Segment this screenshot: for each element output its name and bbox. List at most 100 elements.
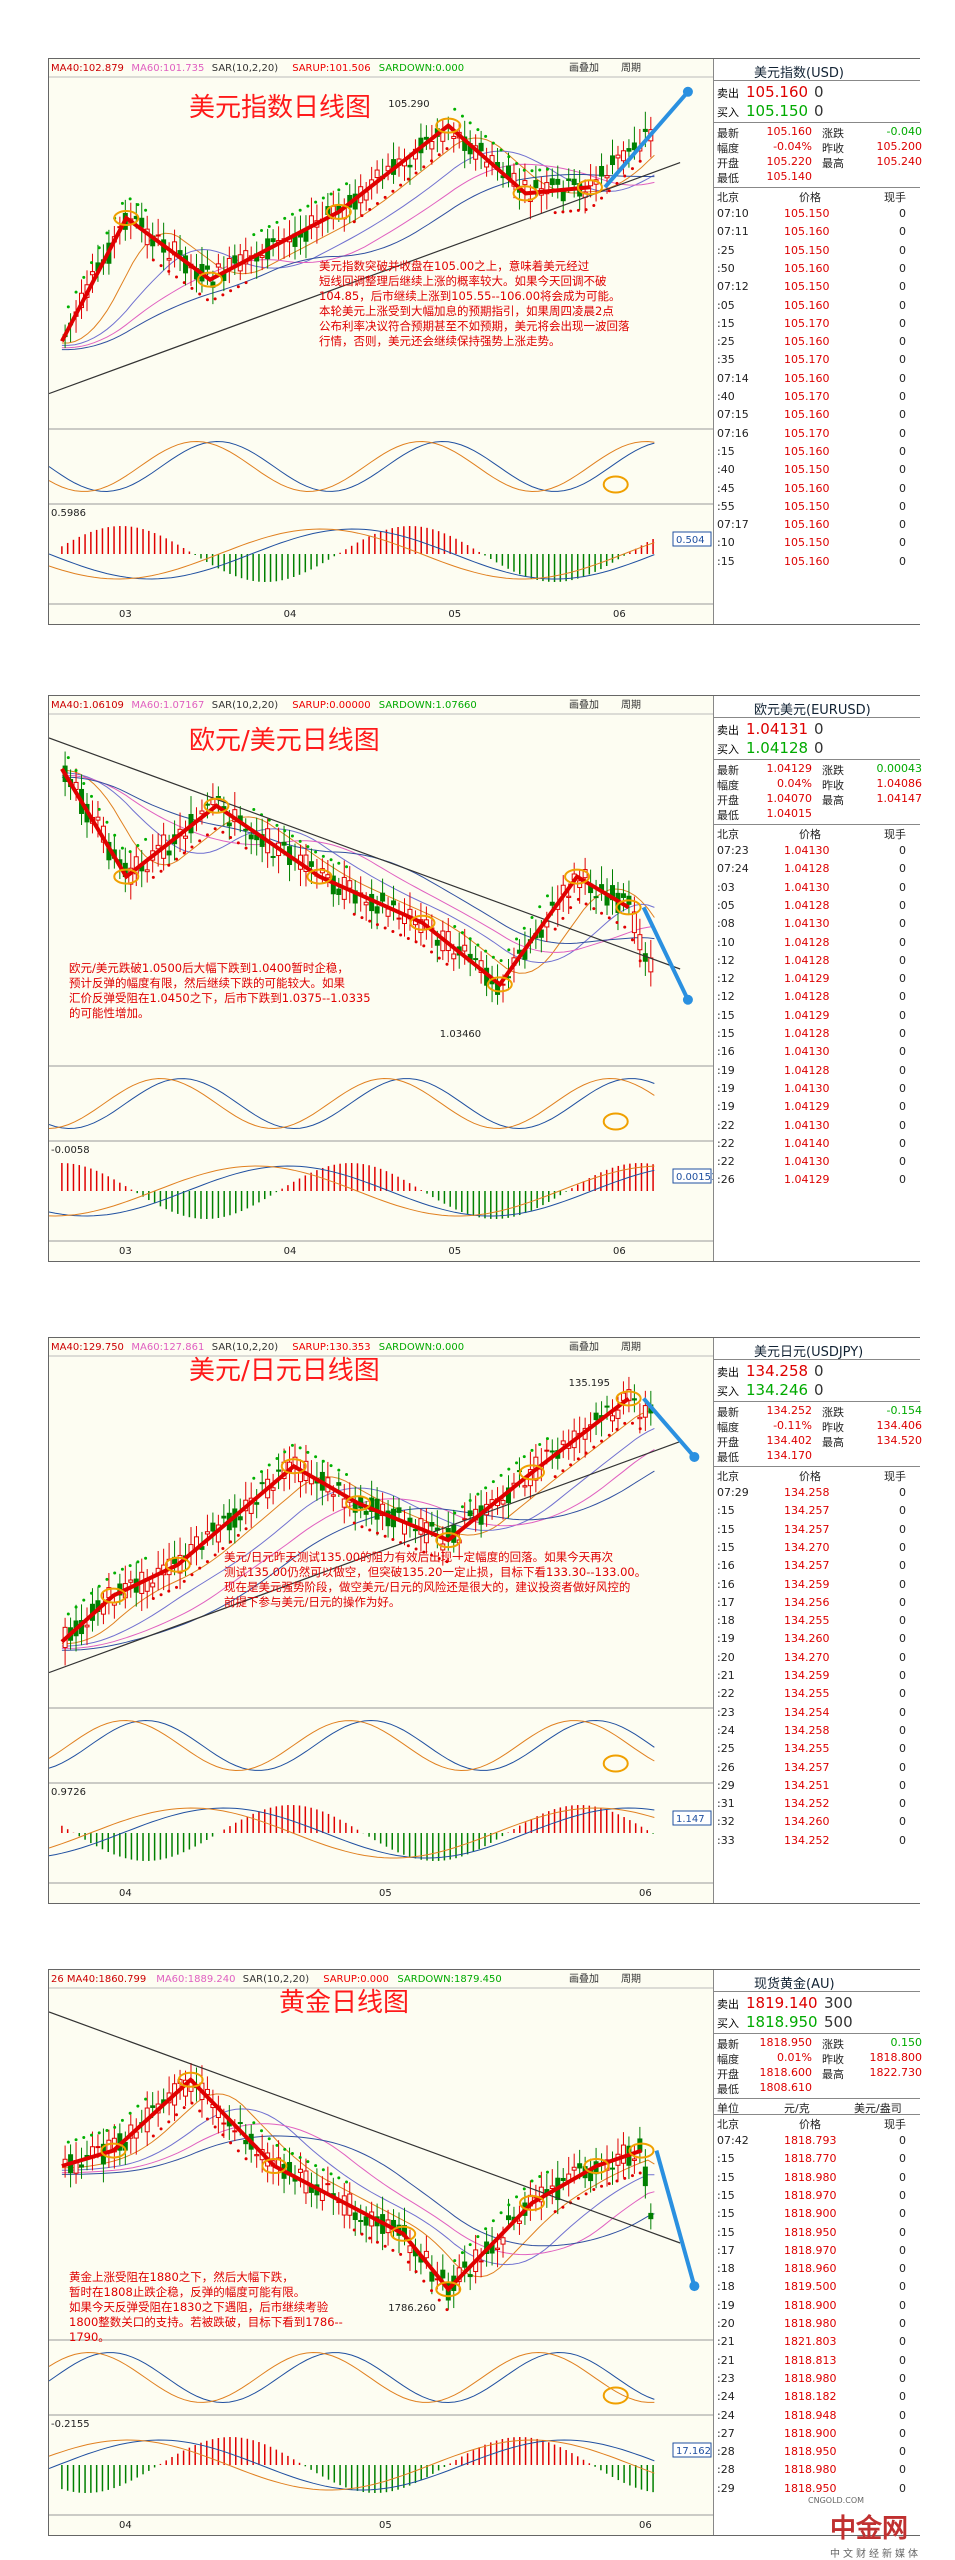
tick-cell: 0: [899, 1723, 906, 1737]
candle-body: [522, 180, 528, 186]
toolbar-button[interactable]: 周期: [621, 1341, 641, 1353]
tick-cell: :15: [717, 1008, 735, 1022]
candle-body: [451, 135, 457, 139]
tick-cell: 0: [899, 371, 906, 385]
tick-cell: 0: [899, 207, 906, 220]
sar-dot: [82, 2135, 86, 2139]
tick-cell: 134.270: [784, 1650, 830, 1664]
quote-price: 1819.140: [746, 1994, 818, 2012]
sar-dot: [229, 836, 233, 840]
indicator-value: 0.5986: [51, 508, 86, 519]
quote-stat: 105.140: [766, 170, 813, 183]
sar-dot: [136, 2104, 140, 2108]
sar-dot: [406, 936, 410, 940]
annotation-line: 欧元/美元跌破1.0500后大幅下跌到1.0400暂时企稳，: [69, 961, 349, 975]
indicator-label: SAR(10,2,20): [212, 63, 278, 74]
sar-dot: [460, 114, 464, 118]
sar-dot: [607, 1433, 611, 1437]
value-box: [672, 1810, 712, 1826]
sar-dot: [538, 905, 542, 909]
tick-cell: :25: [717, 1742, 735, 1756]
tick-cell: 1.04140: [784, 1136, 830, 1150]
tick-cell: 134.256: [784, 1595, 830, 1609]
sar-dot: [360, 1525, 364, 1529]
candle-body: [144, 869, 150, 873]
pivot-circle: [435, 2281, 462, 2298]
sar-dot: [422, 2279, 426, 2283]
sar-dot: [375, 1531, 379, 1535]
quote-stat: 1.04086: [876, 777, 923, 790]
annotation-line: 汇价反弹受阻在1.0450之下，后市下跌到1.0375--1.0335: [69, 991, 371, 1005]
tick-cell: 0: [899, 1650, 906, 1664]
tick-cell: 07:29: [717, 1486, 749, 1499]
tick-cell: 134.254: [784, 1705, 830, 1719]
sar-dot: [136, 843, 140, 847]
tick-cell: 134.251: [784, 1778, 830, 1792]
candle-body: [631, 1398, 637, 1401]
tick-cell: 0: [899, 426, 906, 440]
divider: [714, 1991, 920, 1992]
sar-dot: [623, 925, 627, 929]
toolbar-button[interactable]: 画叠加: [569, 1973, 599, 1985]
sar-dot: [236, 841, 240, 845]
quote-label: 卖出: [717, 724, 739, 737]
quote-stat: 最低: [717, 172, 739, 185]
candle-body: [204, 265, 210, 270]
candle-body: [516, 2220, 522, 2224]
candle-body: [648, 957, 654, 973]
candle-body: [374, 169, 380, 179]
tick-cell: 1.04128: [784, 862, 830, 876]
tick-cell: :15: [717, 2207, 735, 2221]
tick-cell: 1.04130: [784, 1155, 830, 1169]
sar-dot: [314, 2164, 318, 2168]
toolbar-button[interactable]: 画叠加: [569, 1341, 599, 1353]
sar-dot: [615, 181, 619, 185]
toolbar-button[interactable]: 周期: [621, 1973, 641, 1985]
candle-body: [604, 175, 610, 179]
indicator-label: SAR(10,2,20): [212, 700, 278, 711]
quote-stat: 105.240: [876, 155, 923, 168]
sar-dot: [399, 933, 403, 937]
candle-body: [210, 1522, 216, 1532]
sar-dot: [414, 171, 418, 175]
candle-body: [380, 1503, 386, 1517]
candle-body: [84, 1624, 90, 1628]
sar-dot: [175, 2113, 179, 2117]
oscillator: [49, 440, 655, 493]
divider: [714, 717, 920, 718]
sar-dot: [507, 948, 511, 952]
toolbar-button[interactable]: 周期: [621, 699, 641, 711]
toolbar-button[interactable]: 周期: [621, 62, 641, 74]
pivot-circle: [409, 914, 436, 931]
tick-cell: :22: [717, 1155, 735, 1169]
sar-dot: [507, 155, 511, 159]
sar-dot: [615, 2179, 619, 2183]
sar-dot: [267, 1463, 271, 1467]
tick-cell: 0: [899, 1669, 906, 1682]
sar-dot: [545, 894, 549, 898]
sar-dot: [329, 1464, 333, 1468]
tick-cell: 1818.970: [784, 2188, 837, 2202]
tick-cell: 0: [899, 225, 906, 239]
indicator-label: SARDOWN:1.07660: [379, 700, 477, 711]
sar-dot: [213, 1553, 217, 1557]
tick-cell: 105.150: [784, 280, 830, 294]
chart: MA40:102.879 MA60:101.735 SAR(10,2,20) SARU…: [49, 62, 713, 620]
sar-dot: [414, 940, 418, 944]
sar-dot: [213, 2125, 217, 2129]
candle-body: [363, 1510, 369, 1515]
toolbar-button[interactable]: 画叠加: [569, 62, 599, 74]
moving-average: [61, 770, 655, 974]
tick-cell: :15: [717, 316, 735, 330]
candle-body: [177, 250, 183, 256]
tick-cell: 0: [899, 2408, 906, 2422]
sar-dot: [120, 201, 124, 205]
sar-dot: [306, 2160, 310, 2164]
toolbar-button[interactable]: 画叠加: [569, 699, 599, 711]
sar-dot: [352, 1521, 356, 1525]
tick-cell: 1.04129: [784, 1008, 830, 1022]
sar-dot: [430, 1553, 434, 1557]
sar-dot: [545, 1437, 549, 1441]
sar-dot: [298, 1446, 302, 1450]
tick-cell: 1818.980: [784, 2317, 837, 2330]
